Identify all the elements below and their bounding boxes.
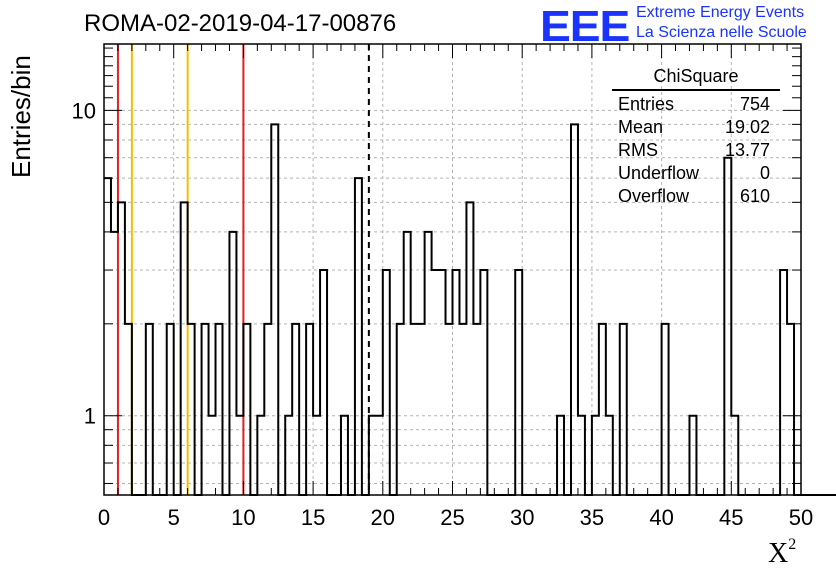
stats-row: Underflow 0: [612, 162, 780, 185]
stats-value: 610: [739, 186, 770, 206]
y-axis-label: Entries/bin: [6, 55, 36, 178]
x-tick-label: 15: [301, 505, 325, 530]
tick-labels: 0 5 10 15 20 25 30 35 40 45 50 1 10: [72, 98, 814, 530]
stats-value: 19.02: [724, 117, 770, 137]
x-tick-label: 45: [719, 505, 743, 530]
x-axis-label-base: X: [768, 538, 789, 569]
stats-label: Mean: [618, 117, 664, 137]
stats-title: ChiSquare: [612, 66, 780, 91]
x-tick-label: 5: [168, 505, 180, 530]
x-tick-label: 25: [440, 505, 464, 530]
x-axis-label: X2: [768, 536, 797, 570]
eee-logo: EEE: [540, 2, 630, 51]
eee-logo-text: Extreme Energy Events La Scienza nelle S…: [636, 3, 807, 43]
x-tick-label: 35: [580, 505, 604, 530]
x-tick-label: 20: [371, 505, 395, 530]
stats-value: 0: [759, 163, 770, 183]
logo-line-1: Extreme Energy Events: [636, 4, 805, 21]
logo-line-2: La Scienza nelle Scuole: [636, 24, 807, 41]
stats-label: Underflow: [618, 163, 700, 183]
stats-row: Entries 754: [612, 93, 780, 116]
stats-row: Mean 19.02: [612, 116, 780, 139]
stats-value: 13.77: [724, 140, 770, 160]
stats-value: 754: [739, 94, 770, 114]
stats-row: RMS 13.77: [612, 139, 780, 162]
marker-lines: [116, 44, 370, 495]
y-tick-label: 10: [72, 98, 96, 123]
stats-label: Entries: [618, 94, 675, 114]
x-tick-label: 40: [649, 505, 673, 530]
axis-ticks: [103, 44, 802, 495]
stats-row: Overflow 610: [612, 185, 780, 208]
plot-title: ROMA-02-2019-04-17-00876: [84, 10, 397, 37]
stats-label: RMS: [618, 140, 658, 160]
x-tick-label: 0: [98, 505, 110, 530]
y-tick-label: 1: [84, 404, 96, 429]
x-tick-label: 10: [231, 505, 255, 530]
x-axis-label-sup: 2: [788, 536, 797, 553]
x-tick-label: 50: [789, 505, 813, 530]
stats-box: ChiSquare Entries 754 Mean 19.02 RMS 13.77 …: [612, 66, 780, 208]
x-tick-label: 30: [510, 505, 534, 530]
stats-label: Overflow: [618, 186, 690, 206]
